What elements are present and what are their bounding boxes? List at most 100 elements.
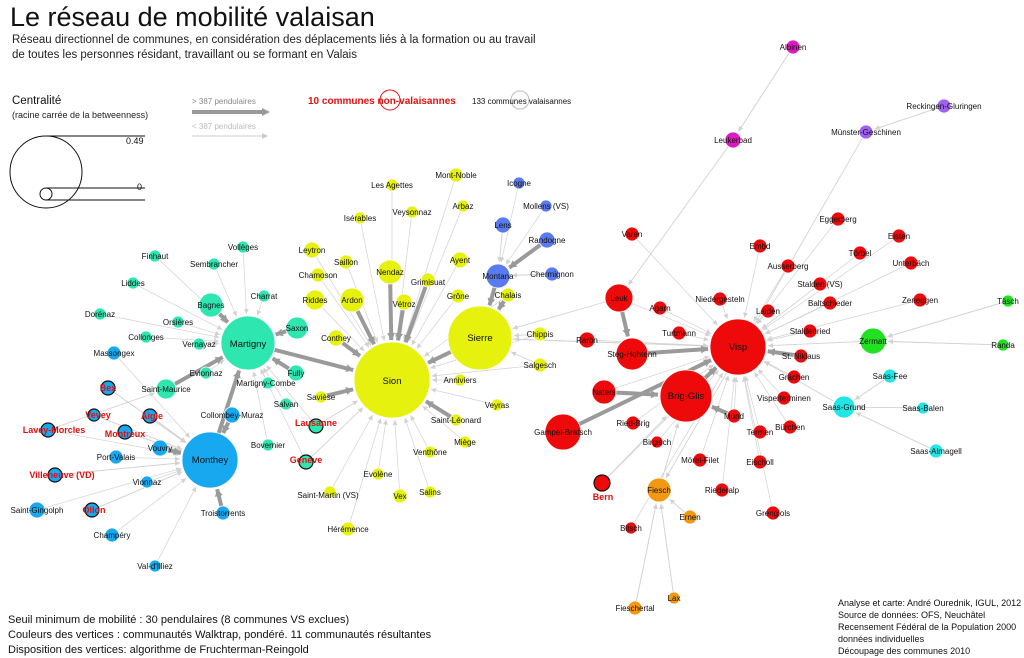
- node-label-zeneggen: Zeneggen: [902, 296, 938, 305]
- node-visperterminen: [776, 390, 792, 406]
- edge-arrow-leytron-to-sion: [366, 340, 372, 346]
- node-label-steg-hohtenn: Steg-Hohtenn: [607, 350, 656, 359]
- node-bitsch: [624, 521, 638, 535]
- node-label-leuk: Leuk: [610, 294, 628, 303]
- node-label-agarn: Agarn: [649, 304, 670, 313]
- edge-ausserberg-to-visp: [753, 271, 785, 322]
- edge-chamoson-to-sion: [321, 280, 370, 348]
- node-label-salins: Salins: [419, 488, 441, 497]
- edge-monthey-to-martigny: [216, 369, 241, 434]
- node-label-tasch: Täsch: [997, 297, 1019, 306]
- edge-arrow-niedergesteln-to-visp: [723, 313, 729, 319]
- node-zeneggen: [912, 292, 928, 308]
- node-label-leukerbad: Leukerbad: [714, 136, 752, 145]
- edge-grone-to-sion: [416, 301, 454, 349]
- edge-champery-to-monthey: [117, 477, 187, 532]
- node-aigle: [142, 408, 158, 424]
- node-label-vernayaz: Vernayaz: [182, 340, 215, 349]
- node-salins: [423, 485, 437, 499]
- edge-nendaz-to-sion: [388, 283, 394, 341]
- edge-arrow-grone-to-sion: [416, 343, 422, 349]
- node-randa: [996, 338, 1010, 352]
- node-anniviers: [453, 373, 467, 387]
- credit-line-1: Analyse et carte: André Ourednik, IGUL, …: [838, 598, 1022, 608]
- node-label-vionnaz: Vionnaz: [133, 478, 162, 487]
- node-chalais: [500, 287, 516, 303]
- node-collonges: [139, 330, 153, 344]
- node-randogne: [538, 231, 556, 249]
- edge-arrow-burchen-to-visp: [754, 372, 760, 378]
- node-label-grachen: Grächen: [779, 373, 810, 382]
- node-label-charrat: Charrat: [251, 292, 278, 301]
- node-label-raron: Raron: [576, 336, 598, 345]
- node-label-port-valais: Port-Valais: [97, 453, 136, 462]
- edge-villeneuve-vd-to-monthey: [61, 462, 181, 475]
- node-label-lens: Lens: [494, 221, 511, 230]
- node-label-bern: Bern: [593, 492, 614, 502]
- edge-sierre-to-visp: [511, 338, 709, 347]
- node-label-volleges: Vollèges: [228, 243, 258, 252]
- subtitle-line-2: de toutes les personnes résidant, travai…: [12, 49, 357, 61]
- node-vetroz: [395, 293, 413, 311]
- node-label-chalais: Chalais: [495, 291, 522, 300]
- edge-arrow-anniviers-to-sion: [432, 377, 437, 383]
- edge-arrow-vex-to-sion: [392, 419, 398, 426]
- node-label-bex: Bex: [100, 383, 117, 393]
- node-label-eischoll: Eischoll: [746, 458, 774, 467]
- node-label-ayent: Ayent: [450, 256, 471, 265]
- edge-arrow-saxon-to-martigny: [275, 328, 284, 337]
- node-bovernier: [261, 438, 275, 452]
- node-label-orsieres: Orsières: [163, 318, 193, 327]
- node-label-collonges: Collonges: [128, 333, 164, 342]
- edge-arrow-ried-brig-to-visp: [708, 364, 714, 370]
- node-villeneuve-vd: [47, 467, 63, 483]
- node-label-saxon: Saxon: [286, 324, 309, 333]
- node-montana: [485, 263, 511, 289]
- node-label-randogne: Randogne: [529, 236, 566, 245]
- edge-bovernier-to-martigny: [253, 371, 268, 440]
- edge-arrow-saas-grund-to-visp: [764, 361, 770, 367]
- node-eisten: [891, 228, 907, 244]
- node-grengiols: [765, 505, 781, 521]
- edge-sembrancher-to-martigny: [216, 269, 237, 317]
- edge-torbel-to-visp: [761, 256, 855, 329]
- node-geneve: [298, 454, 314, 470]
- node-troistorrents: [215, 505, 231, 521]
- legend-strong-edge-arrow: [262, 108, 270, 116]
- edge-arrow-villeneuve-vd-to-monthey: [174, 460, 181, 466]
- node-massongex: [106, 345, 122, 361]
- edge-collonges-to-martigny: [151, 337, 220, 342]
- node-saas-fee: [882, 368, 898, 384]
- node-saint-martin-vs: [323, 485, 337, 499]
- node-label-naters: Naters: [592, 388, 616, 397]
- node-label-troistorrents: Troistorrents: [201, 509, 246, 518]
- node-label-saillon: Saillon: [334, 258, 358, 267]
- credit-line-3: Recensement Fédéral de la Population 200…: [838, 622, 1017, 632]
- node-label-saint-martin-vs: Saint-Martin (VS): [297, 491, 359, 500]
- node-label-veyras: Veyras: [485, 401, 509, 410]
- node-label-liddes: Liddes: [121, 279, 145, 288]
- edge-arrow-val-d-illiez-to-monthey: [191, 486, 197, 493]
- edge-vionnaz-to-monthey: [152, 469, 182, 481]
- edge-riederalp-to-visp: [722, 376, 736, 484]
- node-saas-balen: [916, 401, 930, 415]
- node-label-torbel: Törbel: [849, 249, 872, 258]
- node-ollon: [84, 502, 100, 518]
- node-steg-hohtenn: [615, 337, 649, 371]
- edge-arrow-fully-to-martigny: [272, 358, 281, 366]
- edge-arrow-lausanne-to-martigny: [266, 365, 272, 371]
- node-stalden-vs: [812, 276, 828, 292]
- node-orsieres: [171, 315, 185, 329]
- edge-arrow-riddes-to-sion: [358, 345, 365, 352]
- node-eggerberg: [830, 211, 846, 227]
- node-label-grimisuat: Grimisuat: [411, 278, 446, 287]
- edge-salins-to-sion: [404, 417, 429, 487]
- node-arbaz: [456, 199, 470, 213]
- node-label-fieschertal: Fieschertal: [615, 604, 654, 613]
- edge-dorenaz-to-martigny: [105, 314, 220, 338]
- edge-arrow-ardon-to-sion: [367, 336, 375, 345]
- node-saas-almagell: [928, 443, 944, 459]
- node-reckingen-gluringen: [936, 98, 952, 114]
- node-label-arbaz: Arbaz: [453, 202, 474, 211]
- node-charrat: [257, 289, 271, 303]
